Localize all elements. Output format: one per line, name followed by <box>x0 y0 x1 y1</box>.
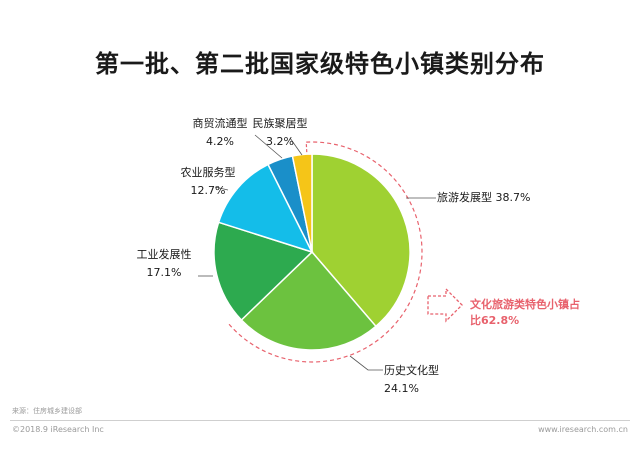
annotation-text-line1: 文化旅游类特色小镇占 <box>470 297 580 311</box>
label-value-slice-6: 3.2% <box>266 135 294 148</box>
chart-title: 第一批、第二批国家级特色小镇类别分布 <box>95 50 545 78</box>
label-slice-1: 旅游发展型 38.7% <box>437 190 530 204</box>
leader-line-slice-4 <box>214 186 229 191</box>
source-note: 来源：住房城乡建设部 <box>12 407 82 415</box>
copyright-text: ©2018.9 iResearch Inc <box>12 425 104 434</box>
label-name-slice-3: 工业发展性 <box>137 247 192 261</box>
label-value-slice-2: 24.1% <box>384 382 419 395</box>
pie-slice-6[interactable] <box>291 153 313 253</box>
leader-line-slice-6 <box>289 137 303 156</box>
annotation-arrow-icon <box>427 287 463 323</box>
highlight-arc-tick <box>305 142 308 153</box>
footer-divider <box>10 420 630 421</box>
pie-slice-1[interactable] <box>311 153 411 328</box>
label-value-slice-5: 4.2% <box>206 135 234 148</box>
leader-line-slice-2 <box>349 355 383 371</box>
pie-slice-3[interactable] <box>213 221 314 322</box>
label-value-slice-3: 17.1% <box>147 266 182 279</box>
label-name-slice-2: 历史文化型 <box>384 363 439 377</box>
leader-line-slice-5 <box>254 134 283 159</box>
label-name-slice-5: 商贸流通型 <box>193 116 248 130</box>
pie-slice-4[interactable] <box>217 163 314 254</box>
annotation-text-line2: 比62.8% <box>470 313 519 327</box>
pie-slice-2[interactable] <box>240 250 377 351</box>
label-name-slice-6: 民族聚居型 <box>253 116 308 130</box>
website-link[interactable]: www.iresearch.com.cn <box>538 425 628 434</box>
label-name-slice-4: 农业服务型 <box>181 165 236 179</box>
label-value-slice-4: 12.7% <box>191 184 226 197</box>
